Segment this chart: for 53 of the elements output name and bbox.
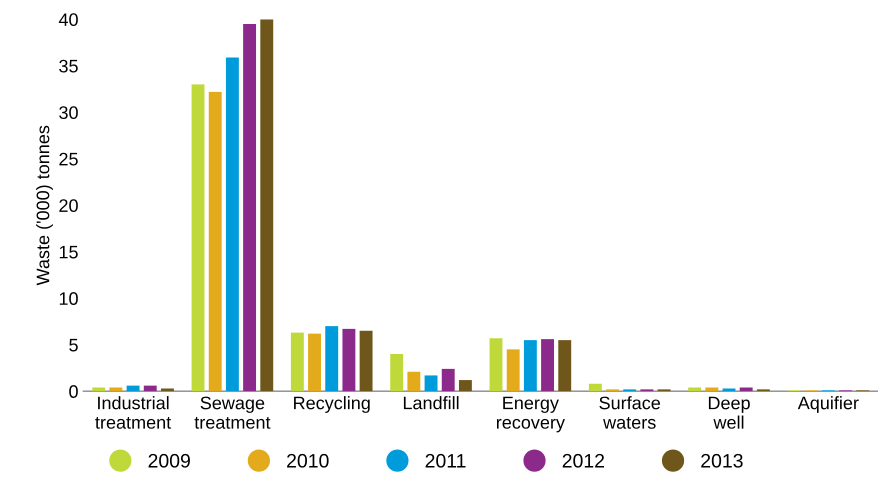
bar: [722, 388, 736, 392]
bar: [407, 372, 420, 392]
y-tick-label: 0: [69, 385, 78, 398]
bar: [160, 388, 174, 392]
bar: [109, 388, 122, 392]
bar: [226, 57, 239, 392]
bar: [92, 388, 106, 392]
bar: [308, 334, 321, 392]
bar: [243, 24, 256, 392]
bar: [740, 388, 753, 392]
bar: [325, 326, 338, 392]
bar: [458, 380, 472, 392]
x-tick-label: Surface waters: [599, 396, 660, 429]
bar: [524, 340, 537, 392]
bar: [490, 338, 502, 392]
legend-label: 2011: [426, 454, 466, 468]
bar: [705, 388, 718, 392]
bar: [126, 386, 140, 392]
y-tick-label: 35: [59, 60, 78, 73]
x-tick-label: Sewage treatment: [194, 396, 270, 429]
bar: [144, 386, 157, 392]
bar: [360, 330, 373, 392]
bar: [192, 84, 204, 392]
y-tick-label: 5: [69, 338, 78, 352]
bar: [688, 388, 702, 392]
legend-label: 2012: [562, 454, 604, 468]
bar: [208, 92, 222, 392]
bar: [290, 332, 304, 392]
x-tick-label: Deep well: [708, 396, 750, 429]
x-tick-label: Landfill: [404, 396, 458, 410]
bar: [541, 339, 554, 392]
bar: [390, 354, 404, 392]
y-tick-label: 15: [60, 246, 78, 258]
y-tick-label: 25: [59, 152, 78, 166]
y-tick-label: 30: [59, 106, 78, 120]
x-tick-label: Recycling: [294, 396, 370, 413]
bar: [442, 368, 455, 392]
legend-label: 2009: [148, 454, 190, 468]
y-tick-label: 40: [58, 13, 78, 26]
x-tick-label: Industrial treatment: [95, 396, 172, 429]
bar: [558, 340, 572, 392]
y-tick-label: 20: [59, 199, 78, 212]
legend-label: 2010: [287, 454, 329, 468]
bar: [260, 19, 274, 392]
bar: [506, 349, 520, 392]
y-axis-title: Waste ('000) tonnes: [36, 126, 53, 286]
x-tick-label: Aquifier: [798, 396, 859, 413]
bar: [588, 384, 602, 392]
x-tick-label: Energy recovery: [496, 396, 565, 432]
legend-label: 2013: [701, 454, 743, 468]
y-tick-label: 10: [60, 292, 78, 305]
bar: [342, 328, 356, 392]
bar: [424, 375, 438, 392]
